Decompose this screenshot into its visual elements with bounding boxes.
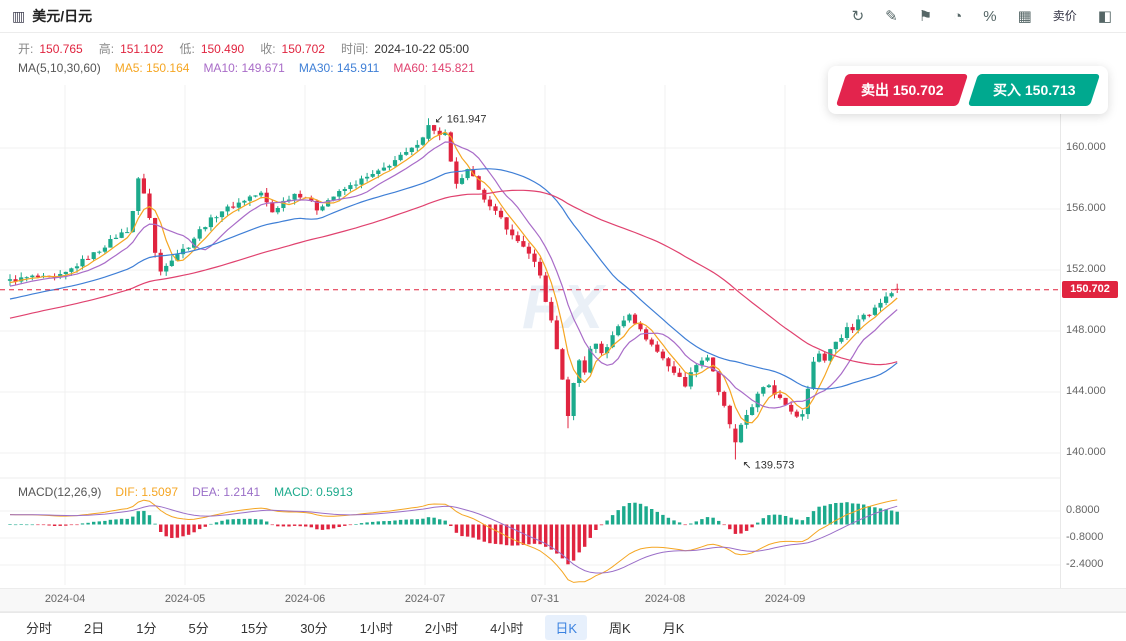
svg-text:↙ 161.947: ↙ 161.947 [435, 113, 487, 125]
sell-button-label: 卖出 150.702 [860, 82, 944, 98]
close-label: 收: [260, 42, 276, 56]
price-axis-label: 156.000 [1066, 202, 1106, 214]
tab-15分[interactable]: 15分 [240, 620, 269, 636]
price-axis-label: 160.000 [1066, 141, 1106, 153]
low-value: 150.490 [200, 41, 245, 56]
svg-text:↖ 139.573: ↖ 139.573 [742, 460, 794, 472]
ma-item-2: MA30: 145.911 [298, 61, 380, 75]
tab-5分[interactable]: 5分 [188, 620, 209, 636]
date-axis-label: 2024-06 [284, 593, 326, 605]
tab-2小时[interactable]: 2小时 [424, 620, 459, 636]
macd-axis-label: -2.4000 [1066, 558, 1104, 570]
tab-2日[interactable]: 2日 [84, 620, 105, 636]
macd-legend: MACD(12,26,9) DIF: 1.5097 DEA: 1.2141 MACD… [18, 485, 353, 499]
date-axis-label: 07-31 [530, 593, 560, 605]
ma-item-0: MA5: 150.164 [114, 61, 190, 75]
refresh-icon[interactable]: ↻ [851, 7, 865, 25]
macd-axis-label: -0.8000 [1066, 531, 1104, 543]
ma-values: MA5: 150.164 MA10: 149.671 MA30: 145.911 MA… [115, 61, 475, 75]
buy-button[interactable]: 买入 150.713 [967, 74, 1101, 106]
ma-item-3: MA60: 145.821 [393, 61, 475, 75]
open-value: 150.765 [39, 41, 83, 56]
tab-30分[interactable]: 30分 [300, 620, 328, 636]
panel-toggle-icon[interactable]: ◧ [1097, 7, 1112, 25]
ma-item-1: MA10: 149.671 [203, 61, 285, 75]
date-axis-label: 2024-05 [164, 593, 206, 605]
time-label: 时间: [340, 42, 369, 56]
tab-4小时[interactable]: 4小时 [490, 620, 524, 636]
flag-icon[interactable]: ⚑ [918, 7, 933, 25]
drawing-tools-icon[interactable]: ✎ [885, 7, 898, 25]
macd-item-2: MACD: 0.5913 [274, 485, 353, 499]
tab-1分[interactable]: 1分 [136, 620, 157, 636]
sell-button[interactable]: 卖出 150.702 [835, 74, 969, 106]
last-price-tag: 150.702 [1062, 281, 1118, 298]
indicator-icon[interactable]: ◔ [953, 7, 963, 25]
macd-item-1: DEA: 1.2141 [192, 485, 261, 499]
layout-grid-icon[interactable]: ▦ [1017, 7, 1032, 25]
date-axis-label: 2024-07 [404, 593, 446, 605]
close-value: 150.702 [281, 41, 325, 56]
candlestick-chart-icon: ▥ [12, 7, 26, 24]
ma-group-label: MA(5,10,30,60) [18, 61, 101, 75]
price-axis-label: 148.000 [1066, 324, 1106, 336]
ohlc-bar: 开: 150.765 高: 151.102 低: 150.490 收: 150.… [18, 40, 479, 57]
percent-icon[interactable]: % [983, 7, 997, 25]
high-value: 151.102 [120, 41, 164, 56]
macd-group-label: MACD(12,26,9) [18, 485, 102, 499]
sell-price-toggle[interactable]: 卖价 [1052, 9, 1077, 23]
low-label: 低: [179, 42, 195, 56]
date-axis-label: 2024-08 [644, 593, 686, 605]
header-bar: ▥ 美元/日元 ↻ ✎ ⚑ ◔% ▦ 卖价 ◧ [0, 0, 1126, 33]
buy-button-label: 买入 150.713 [992, 82, 1076, 98]
symbol-title-wrap: ▥ 美元/日元 [12, 6, 92, 26]
tab-月K[interactable]: 月K [662, 620, 685, 636]
price-axis-label: 144.000 [1066, 385, 1106, 397]
high-label: 高: [98, 42, 115, 56]
price-axis-label: 152.000 [1066, 263, 1106, 275]
date-axis: 2024-04 2024-05 2024-06 2024-07 07-31 2024-08… [0, 588, 1126, 612]
tab-周K[interactable]: 周K [609, 620, 631, 636]
date-axis-label: 2024-09 [764, 593, 806, 605]
time-value: 2024-10-22 05:00 [374, 41, 470, 56]
header-toolbar: ↻ ✎ ⚑ ◔% ▦ 卖价 ◧ [852, 9, 1112, 24]
tab-分时[interactable]: 分时 [26, 620, 53, 636]
macd-values: DIF: 1.5097 DEA: 1.2141 MACD: 0.5913 [115, 485, 352, 499]
ma-legend: MA(5,10,30,60) MA5: 150.164 MA10: 149.671… [18, 61, 475, 75]
price-axis: 160.000 156.000 152.000 148.000 144.000 140.0… [1060, 80, 1126, 588]
tab-1小时[interactable]: 1小时 [359, 620, 393, 636]
candlestick-chart[interactable]: ↙ 161.947 ↖ 139.573 [0, 80, 1126, 590]
macd-axis-label: 0.8000 [1066, 504, 1100, 516]
price-axis-label: 140.000 [1066, 446, 1106, 458]
date-axis-label: 2024-04 [44, 593, 86, 605]
trade-panel: 卖出 150.702 买入 150.713 [828, 66, 1108, 114]
timeframe-tabbar: 分时 2日 1分 5分 15分 30分 1小时 2小时 4小时 日K 周K 月K [0, 612, 1126, 641]
open-label: 开: [18, 42, 34, 56]
symbol-title: 美元/日元 [32, 8, 93, 24]
macd-item-0: DIF: 1.5097 [115, 485, 179, 499]
tab-日K[interactable]: 日K [545, 614, 588, 640]
